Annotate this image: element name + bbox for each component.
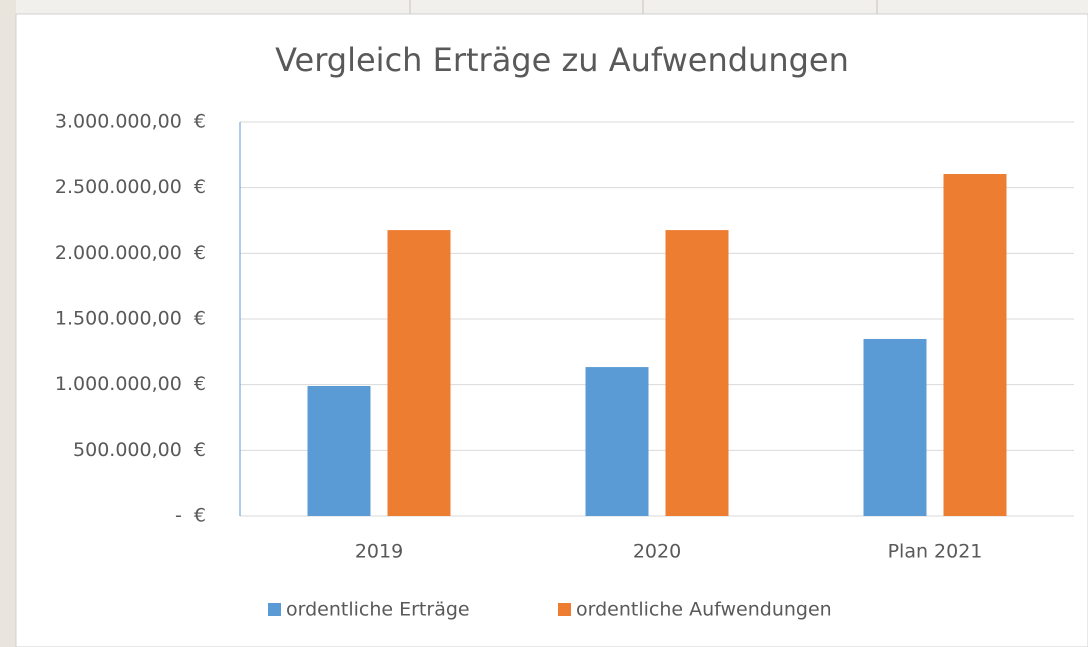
cell-row [16, 0, 1088, 14]
y-tick-label: 1.500.000,00 € [55, 308, 206, 330]
bar [943, 174, 1007, 516]
x-tick-label: 2019 [355, 541, 403, 563]
legend-swatch [268, 603, 281, 616]
bar [863, 338, 927, 516]
y-tick-label: 500.000,00 € [73, 439, 206, 461]
bar [585, 367, 649, 516]
y-tick-label: 2.000.000,00 € [55, 242, 206, 264]
y-tick-label: 2.500.000,00 € [55, 176, 206, 198]
sheet-cells [16, 0, 1088, 14]
bar [665, 230, 729, 516]
legend-label: ordentliche Aufwendungen [576, 599, 832, 621]
y-tick-label: 3.000.000,00 € [55, 111, 206, 133]
y-tick-label: - € [175, 505, 206, 527]
x-tick-label: 2020 [633, 541, 681, 563]
bar [387, 230, 451, 516]
legend-label: ordentliche Erträge [286, 599, 470, 621]
y-tick-label: 1.000.000,00 € [55, 373, 206, 395]
legend-swatch [558, 603, 571, 616]
x-tick-label: Plan 2021 [888, 541, 983, 563]
bar [307, 385, 371, 516]
chart-area [15, 13, 1088, 647]
chart-title: Vergleich Erträge zu Aufwendungen [275, 41, 849, 79]
